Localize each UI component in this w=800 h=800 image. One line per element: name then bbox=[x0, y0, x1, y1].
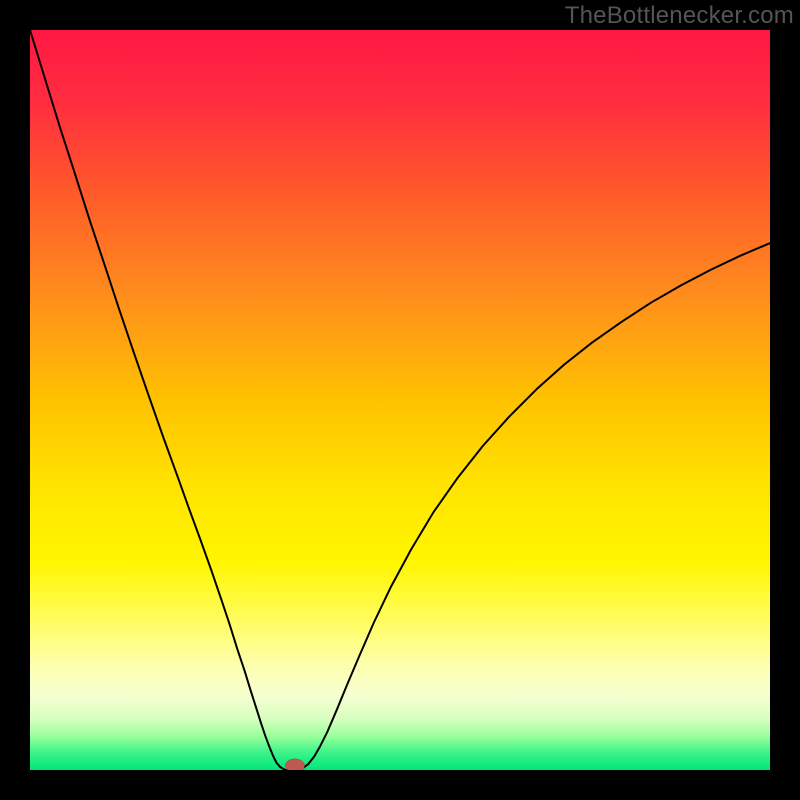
chart-container: TheBottlenecker.com bbox=[0, 0, 800, 800]
optimal-point-marker bbox=[285, 759, 304, 770]
gradient-background bbox=[30, 30, 770, 770]
watermark-text: TheBottlenecker.com bbox=[565, 2, 794, 30]
plot-area bbox=[30, 30, 770, 770]
chart-svg bbox=[30, 30, 770, 770]
